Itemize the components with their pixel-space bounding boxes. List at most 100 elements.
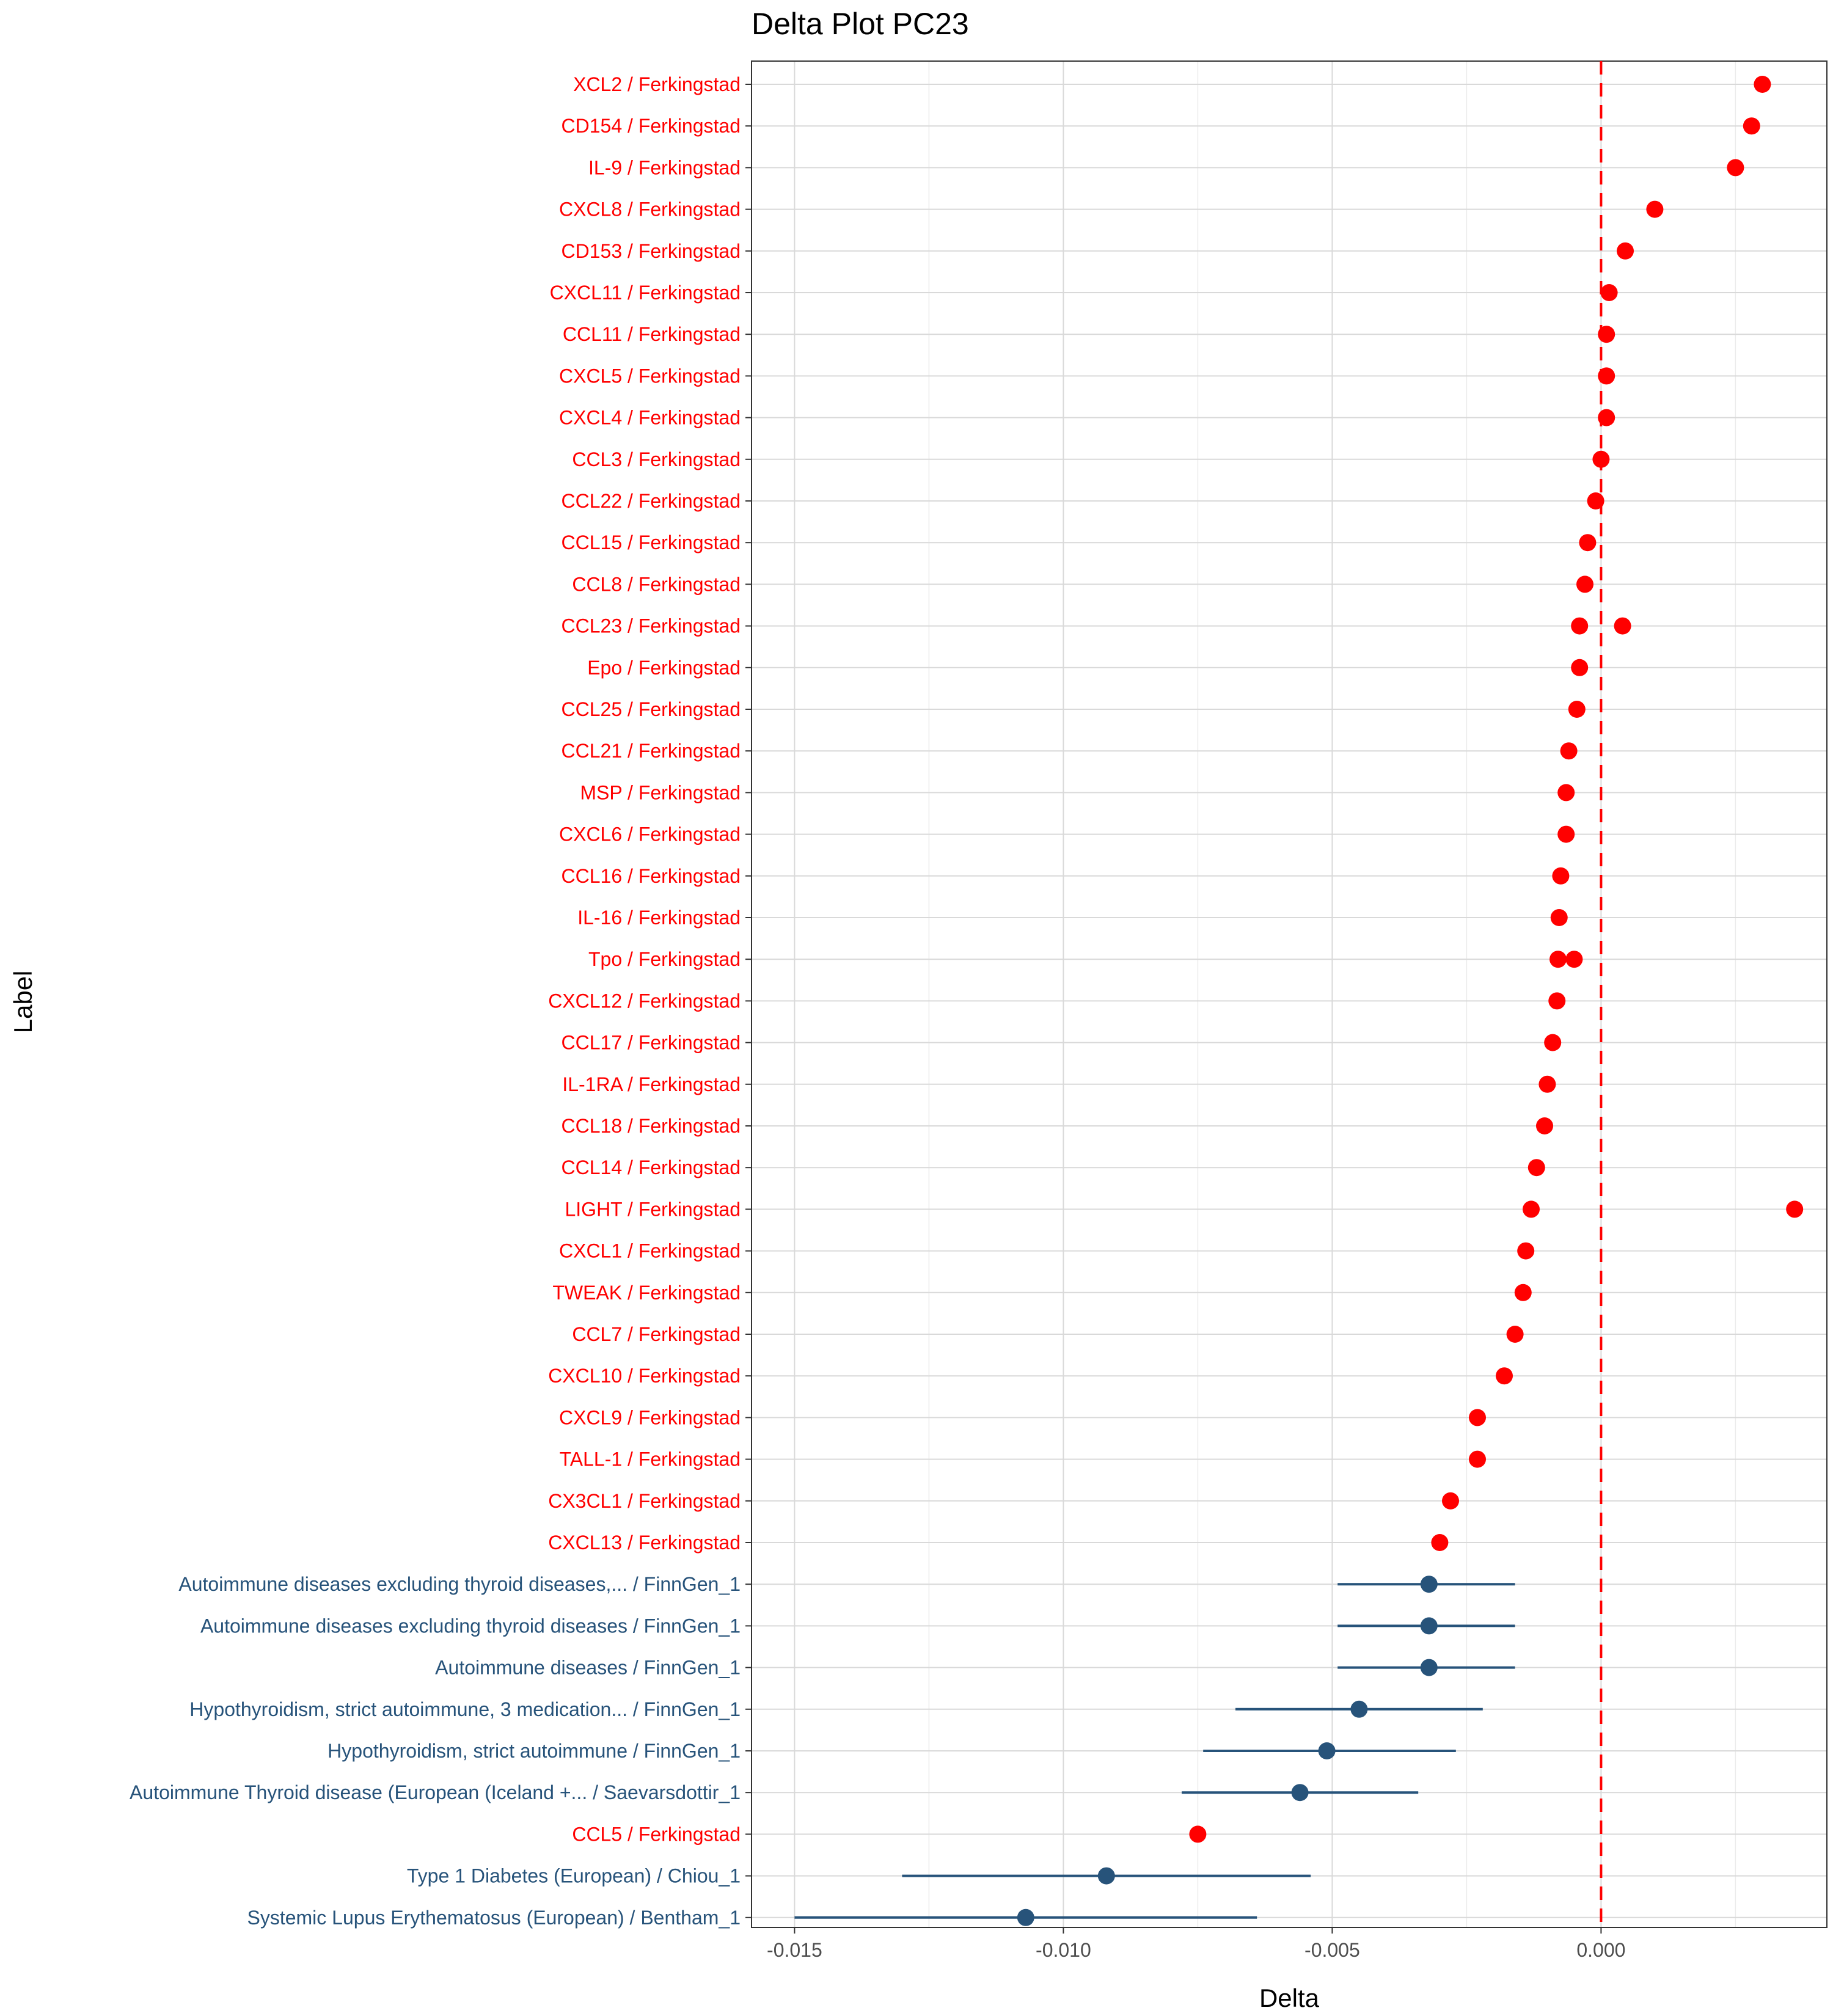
x-tick-labels: -0.015 -0.010 -0.005 0.000	[767, 1927, 1625, 1961]
data-point	[1420, 1659, 1438, 1676]
y-tick-label: CCL8 / Ferkingstad	[572, 573, 741, 595]
data-point	[1544, 1034, 1562, 1051]
data-point	[1552, 867, 1570, 885]
data-point	[1097, 1867, 1115, 1885]
data-point	[1469, 1450, 1486, 1468]
data-point	[1557, 825, 1575, 843]
y-tick-label: CXCL8 / Ferkingstad	[559, 199, 741, 221]
data-point	[1420, 1617, 1438, 1635]
y-tick-label: Autoimmune Thyroid disease (European (Ic…	[130, 1781, 741, 1803]
y-tick-label: CCL7 / Ferkingstad	[572, 1323, 741, 1345]
data-point	[1579, 534, 1597, 552]
y-tick-label: IL-16 / Ferkingstad	[577, 907, 741, 929]
y-tick-label: CCL15 / Ferkingstad	[562, 531, 741, 553]
data-point	[1550, 909, 1568, 926]
y-tick-label: Type 1 Diabetes (European) / Chiou_1	[407, 1865, 741, 1887]
y-tick-label: LIGHT / Ferkingstad	[565, 1198, 741, 1220]
chart-title: Delta Plot PC23	[752, 7, 969, 41]
y-tick-label: CXCL13 / Ferkingstad	[548, 1532, 741, 1554]
data-point	[1592, 450, 1610, 468]
x-tick-label: -0.010	[1036, 1939, 1091, 1961]
data-point	[1576, 575, 1593, 593]
y-tick-label: CX3CL1 / Ferkingstad	[548, 1490, 741, 1512]
y-tick-label: CCL23 / Ferkingstad	[562, 615, 741, 637]
y-tick-label: CCL25 / Ferkingstad	[562, 698, 741, 720]
x-tick-label: -0.015	[767, 1939, 822, 1961]
y-tick-label: TWEAK / Ferkingstad	[552, 1282, 741, 1304]
y-tick-label: IL-1RA / Ferkingstad	[562, 1073, 741, 1095]
data-point	[1587, 492, 1604, 509]
y-tick-label: IL-9 / Ferkingstad	[588, 156, 741, 178]
data-point	[1420, 1576, 1438, 1593]
y-tick-label: Tpo / Ferkingstad	[588, 948, 741, 970]
data-point	[1506, 1326, 1524, 1343]
y-tick-label: Systemic Lupus Erythematosus (European) …	[247, 1907, 741, 1929]
data-point	[1189, 1825, 1207, 1843]
panel-border	[751, 60, 1828, 1928]
y-tick-label: CXCL5 / Ferkingstad	[559, 365, 741, 387]
data-point	[1523, 1200, 1540, 1218]
y-tick-label: Autoimmune diseases excluding thyroid di…	[200, 1615, 741, 1637]
data-point	[1496, 1367, 1513, 1385]
y-tick-label: Hypothyroidism, strict autoimmune, 3 med…	[189, 1698, 741, 1720]
y-tick-label: CXCL12 / Ferkingstad	[548, 990, 741, 1012]
data-point	[1549, 951, 1567, 968]
data-point	[1560, 742, 1578, 760]
y-tick-label: CXCL4 / Ferkingstad	[559, 407, 741, 429]
data-point	[1600, 284, 1618, 301]
data-point	[1318, 1742, 1336, 1759]
y-tick-label: CCL17 / Ferkingstad	[562, 1032, 741, 1054]
data-point	[1617, 242, 1634, 260]
data-point	[1568, 701, 1586, 718]
y-tick-label: CCL18 / Ferkingstad	[562, 1115, 741, 1137]
data-point	[1442, 1492, 1459, 1510]
y-tick-label: CCL21 / Ferkingstad	[562, 740, 741, 762]
grid-layer	[752, 61, 1827, 1927]
y-tick-label: MSP / Ferkingstad	[580, 781, 741, 803]
y-tick-label: CXCL10 / Ferkingstad	[548, 1365, 741, 1387]
data-point	[1538, 1075, 1556, 1093]
data-point	[1598, 326, 1615, 343]
data-point	[1743, 117, 1760, 135]
data-point	[1017, 1908, 1034, 1926]
x-axis-title: Delta	[1259, 1984, 1320, 2012]
data-point	[1528, 1159, 1545, 1177]
data-point	[1514, 1284, 1532, 1301]
y-tick-label: CCL3 / Ferkingstad	[572, 448, 741, 470]
data-point	[1614, 617, 1631, 635]
y-tick-label: Autoimmune diseases excluding thyroid di…	[178, 1573, 741, 1595]
y-tick-label: CD154 / Ferkingstad	[562, 115, 741, 137]
data-point	[1571, 617, 1589, 635]
y-tick-label: CCL11 / Ferkingstad	[563, 323, 741, 345]
y-tick-label: Hypothyroidism, strict autoimmune / Finn…	[327, 1740, 741, 1762]
y-tick-label: CXCL6 / Ferkingstad	[559, 824, 741, 845]
data-point	[1350, 1700, 1368, 1718]
y-tick-label: CXCL1 / Ferkingstad	[559, 1240, 741, 1262]
y-tick-label: CXCL11 / Ferkingstad	[550, 282, 741, 304]
data-point	[1786, 1200, 1804, 1218]
x-tick-label: -0.005	[1304, 1939, 1360, 1961]
y-axis-title: Label	[9, 971, 37, 1034]
x-tick-label: 0.000	[1576, 1939, 1625, 1961]
data-point	[1548, 992, 1566, 1010]
y-tick-label: Epo / Ferkingstad	[587, 657, 741, 679]
y-tick-label: CXCL9 / Ferkingstad	[559, 1406, 741, 1428]
y-tick-label: CCL22 / Ferkingstad	[562, 490, 741, 512]
y-tick-labels: XCL2 / Ferkingstad CD154 / Ferkingstad IL-…	[130, 73, 752, 1929]
data-point	[1571, 659, 1589, 676]
data-point	[1565, 951, 1583, 968]
point-layer	[1017, 76, 1804, 1926]
data-point	[1646, 200, 1664, 218]
data-point	[1727, 159, 1744, 177]
y-tick-label: XCL2 / Ferkingstad	[573, 73, 741, 95]
data-point	[1598, 409, 1615, 426]
data-point	[1469, 1409, 1486, 1426]
y-tick-label: CCL5 / Ferkingstad	[572, 1823, 741, 1845]
data-point	[1536, 1117, 1553, 1134]
y-tick-label: CCL16 / Ferkingstad	[562, 865, 741, 887]
data-point	[1431, 1534, 1449, 1551]
y-tick-label: TALL-1 / Ferkingstad	[560, 1448, 741, 1470]
data-point	[1517, 1242, 1535, 1260]
data-point	[1754, 76, 1771, 93]
